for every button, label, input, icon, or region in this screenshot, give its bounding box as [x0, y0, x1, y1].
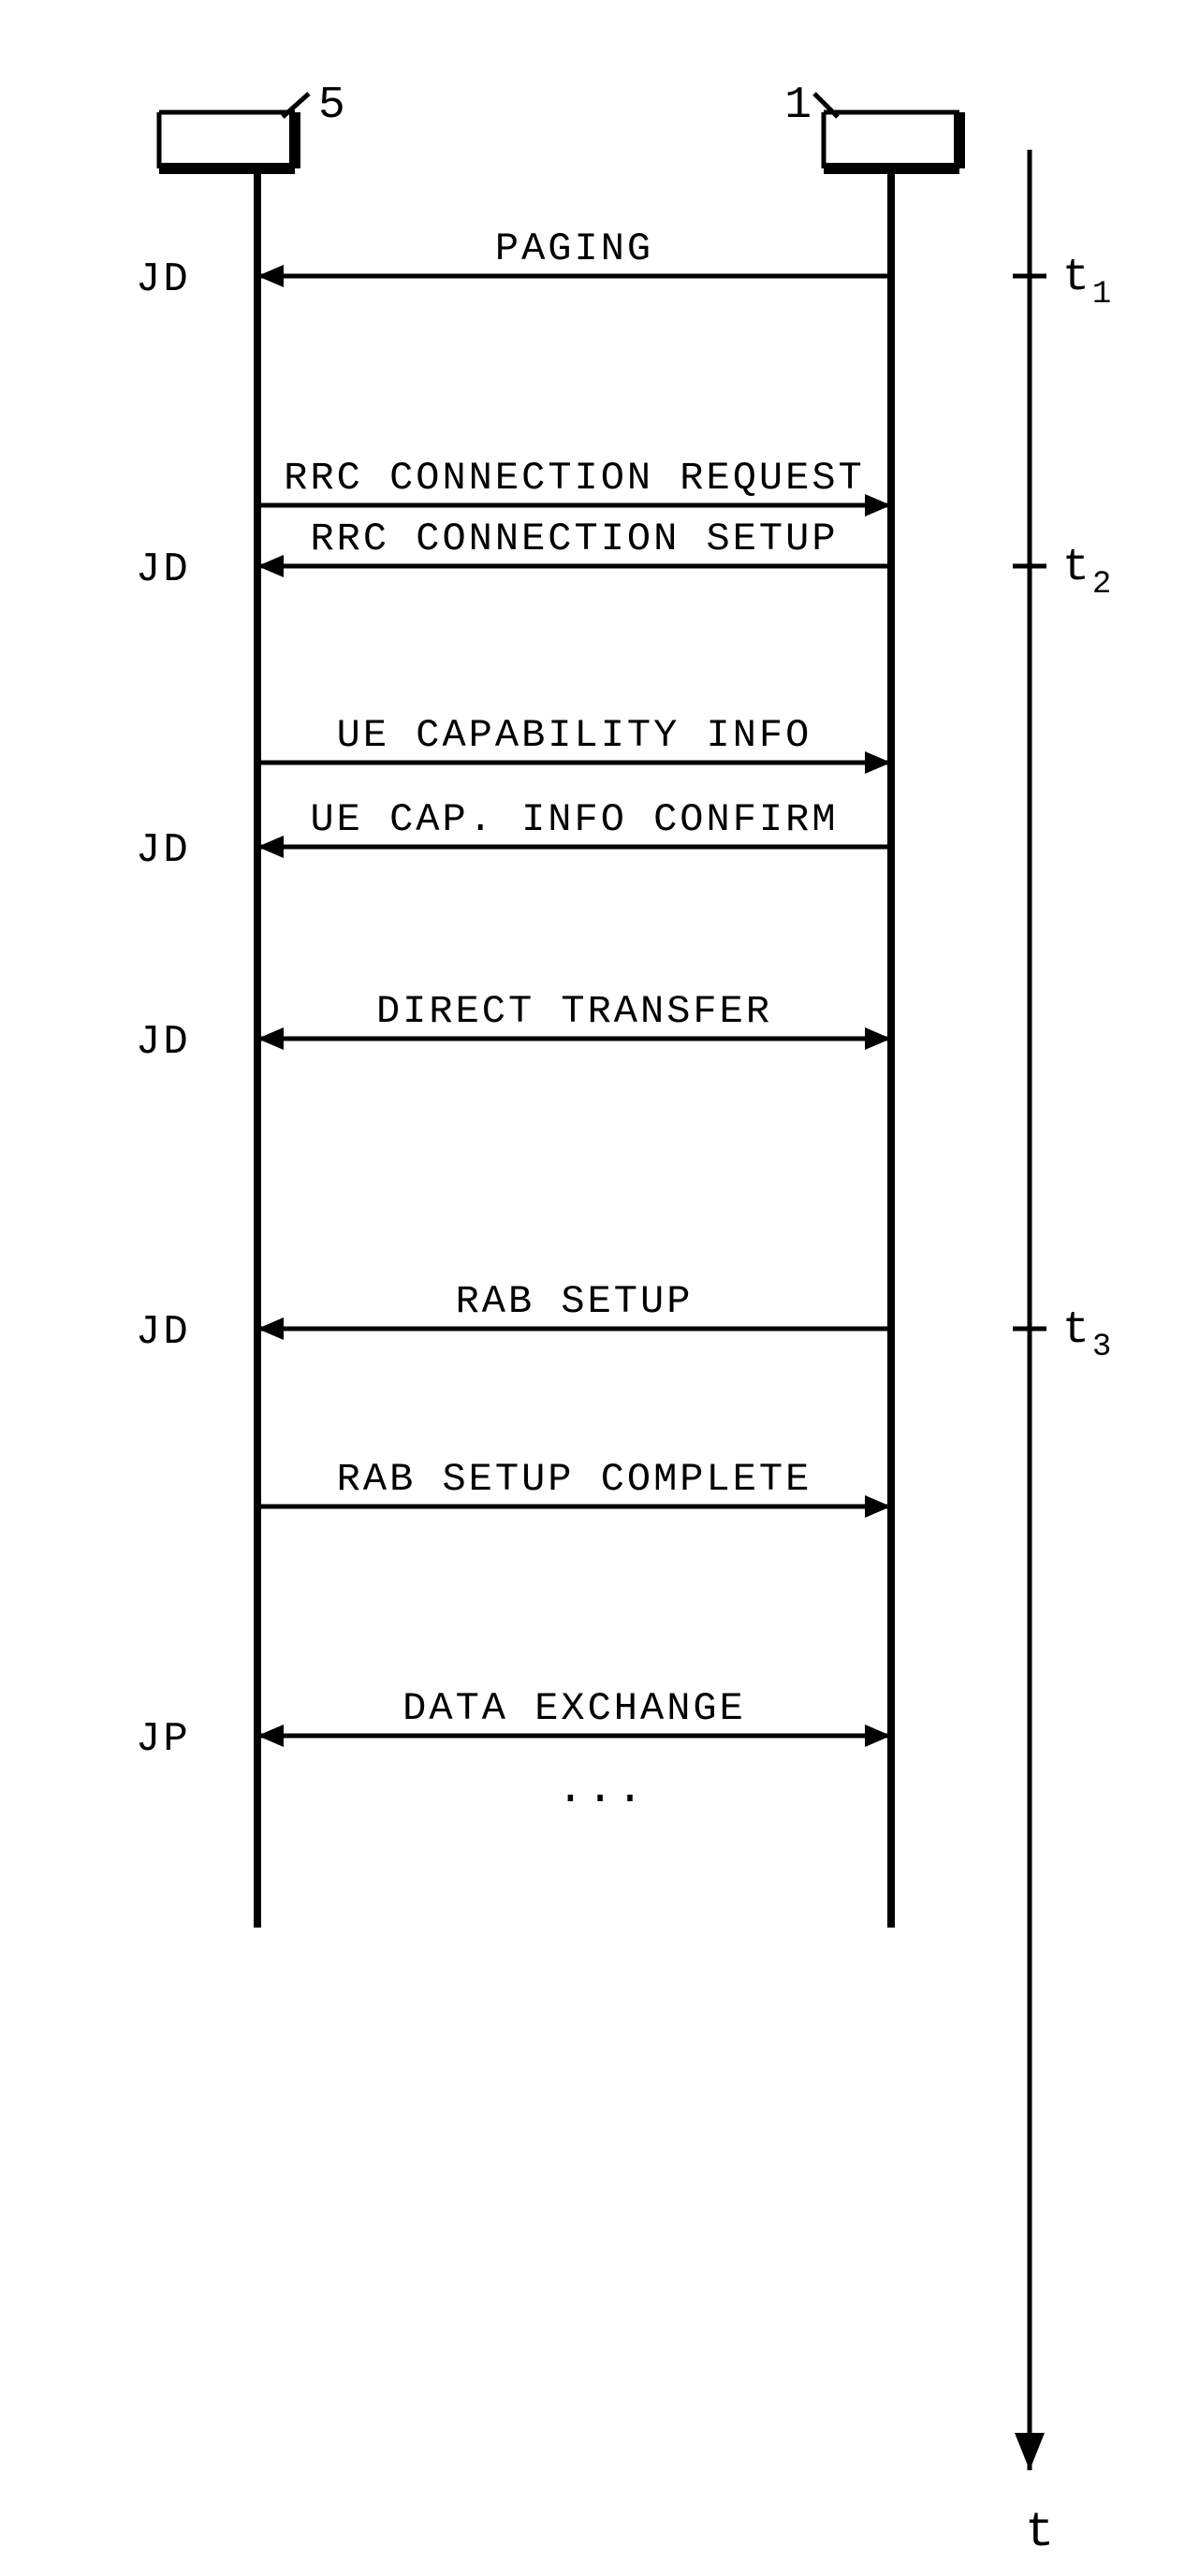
message-label: UE CAPABILITY INFO [337, 713, 812, 758]
time-axis-arrowhead [1015, 2433, 1045, 2470]
message-label: RRC CONNECTION SETUP [310, 517, 838, 561]
left-annotation: JD [136, 256, 191, 303]
time-axis-label: t [1025, 2505, 1057, 2560]
left-annotation: JD [136, 546, 191, 593]
message-label: RRC CONNECTION REQUEST [284, 456, 865, 501]
actor-left-id: 5 [318, 80, 348, 131]
message-label: RAB SETUP [456, 1279, 694, 1324]
time-tick-label: t3 [1062, 1305, 1114, 1365]
message-label: DIRECT TRANSFER [376, 989, 772, 1034]
actor-right-id: 1 [784, 80, 814, 131]
left-annotation: JD [136, 1019, 191, 1066]
message-label: PAGING [495, 226, 653, 271]
left-annotation: JD [136, 1309, 191, 1356]
time-tick-label: t1 [1062, 253, 1114, 313]
left-annotation: JP [136, 1716, 191, 1763]
ellipsis: ... [557, 1765, 646, 1815]
left-annotation: JD [136, 827, 191, 874]
diagram-container: 5 1 t t1 t2 t3 PAGING JD RRC CONNECTION REQUEST R… [0, 0, 1185, 2576]
message-label: UE CAP. INFO CONFIRM [310, 797, 838, 842]
sequence-diagram: 5 1 t t1 t2 t3 PAGING JD RRC CONNECTION REQUEST R… [0, 0, 1185, 2576]
message-label: RAB SETUP COMPLETE [337, 1457, 812, 1502]
time-tick-label: t2 [1062, 543, 1114, 603]
message-label: DATA EXCHANGE [402, 1686, 746, 1731]
